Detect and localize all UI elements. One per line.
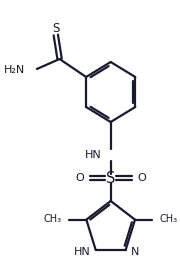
Text: H₂N: H₂N <box>4 65 26 75</box>
Text: S: S <box>52 21 60 34</box>
Text: HN: HN <box>74 247 91 257</box>
Text: N: N <box>130 247 139 257</box>
Text: HN: HN <box>84 150 101 160</box>
Text: S: S <box>106 170 115 185</box>
Text: CH₃: CH₃ <box>160 214 178 224</box>
Text: O: O <box>75 173 84 183</box>
Text: CH₃: CH₃ <box>44 214 62 224</box>
Text: O: O <box>138 173 146 183</box>
